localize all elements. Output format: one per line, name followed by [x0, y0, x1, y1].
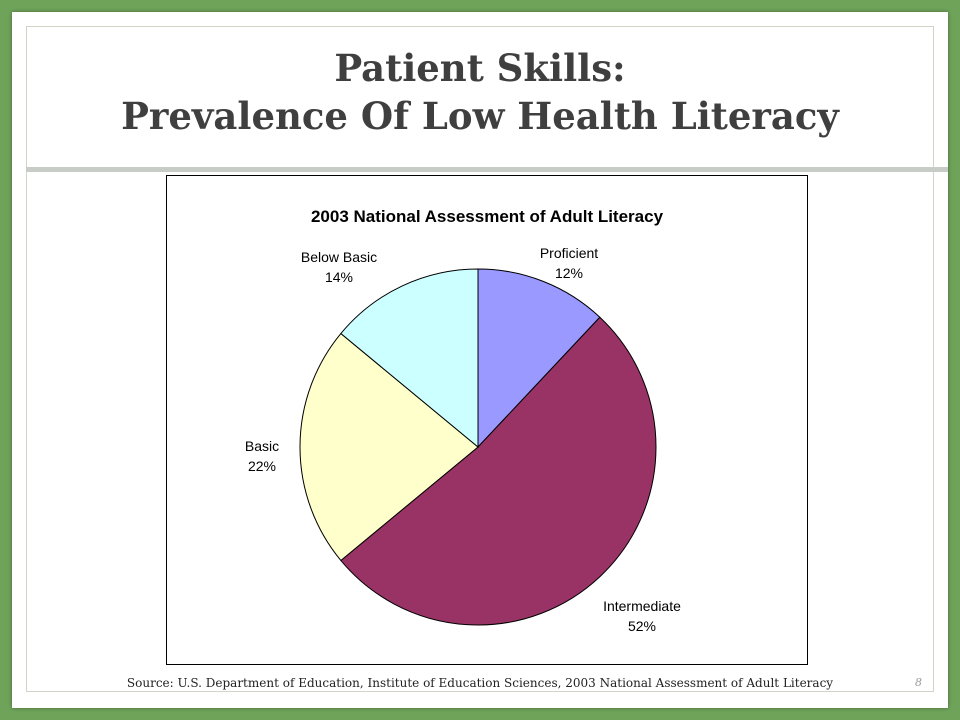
chart-area: 2003 National Assessment of Adult Litera…	[166, 175, 808, 665]
pie-slice-intermediate	[340, 316, 657, 626]
pie-slice-basic	[299, 332, 479, 562]
pie-label-proficient: Proficient 12%	[540, 245, 598, 281]
pie-label-below-basic: Below Basic 14%	[301, 249, 377, 285]
pie-label-intermediate: Intermediate 52%	[603, 598, 681, 634]
pie-slice-proficient	[477, 268, 601, 449]
pie-slices	[299, 268, 657, 626]
slide: Patient Skills: Prevalence Of Low Health…	[12, 12, 948, 708]
slide-title-line1: Patient Skills:	[334, 46, 626, 90]
slide-title: Patient Skills: Prevalence Of Low Health…	[12, 44, 948, 140]
source-citation: Source: U.S. Department of Education, In…	[126, 676, 834, 690]
pie-chart: 2003 National Assessment of Adult Litera…	[245, 207, 681, 634]
slide-frame	[26, 26, 934, 692]
chart-title: 2003 National Assessment of Adult Litera…	[311, 207, 664, 226]
pie-slice-below-basic	[340, 268, 479, 449]
slide-title-line2: Prevalence Of Low Health Literacy	[121, 94, 839, 138]
pie-labels: Proficient 12% Intermediate 52% Basic 22% Belo…	[245, 245, 681, 634]
page-number: 8	[915, 676, 922, 689]
pie-label-basic: Basic 22%	[245, 438, 279, 474]
title-divider	[26, 167, 948, 172]
